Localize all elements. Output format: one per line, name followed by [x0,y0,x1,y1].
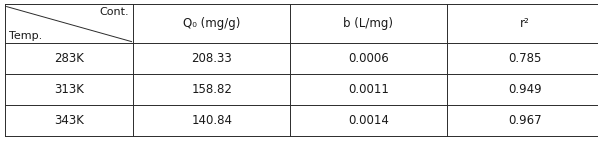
Text: 0.0014: 0.0014 [348,114,389,127]
Text: Temp.: Temp. [9,31,42,41]
Text: 140.84: 140.84 [191,114,232,127]
Text: 0.949: 0.949 [508,83,542,96]
Text: Cont.: Cont. [99,7,129,17]
Text: 158.82: 158.82 [191,83,232,96]
Text: 283K: 283K [54,52,84,65]
Text: 313K: 313K [54,83,84,96]
Text: r²: r² [520,17,530,30]
Text: 343K: 343K [54,114,84,127]
Text: b (L/mg): b (L/mg) [343,17,393,30]
Text: 0.785: 0.785 [508,52,541,65]
Text: 0.0011: 0.0011 [348,83,389,96]
Text: 0.0006: 0.0006 [348,52,389,65]
Text: 208.33: 208.33 [191,52,232,65]
Text: 0.967: 0.967 [508,114,542,127]
Text: Q₀ (mg/g): Q₀ (mg/g) [183,17,240,30]
